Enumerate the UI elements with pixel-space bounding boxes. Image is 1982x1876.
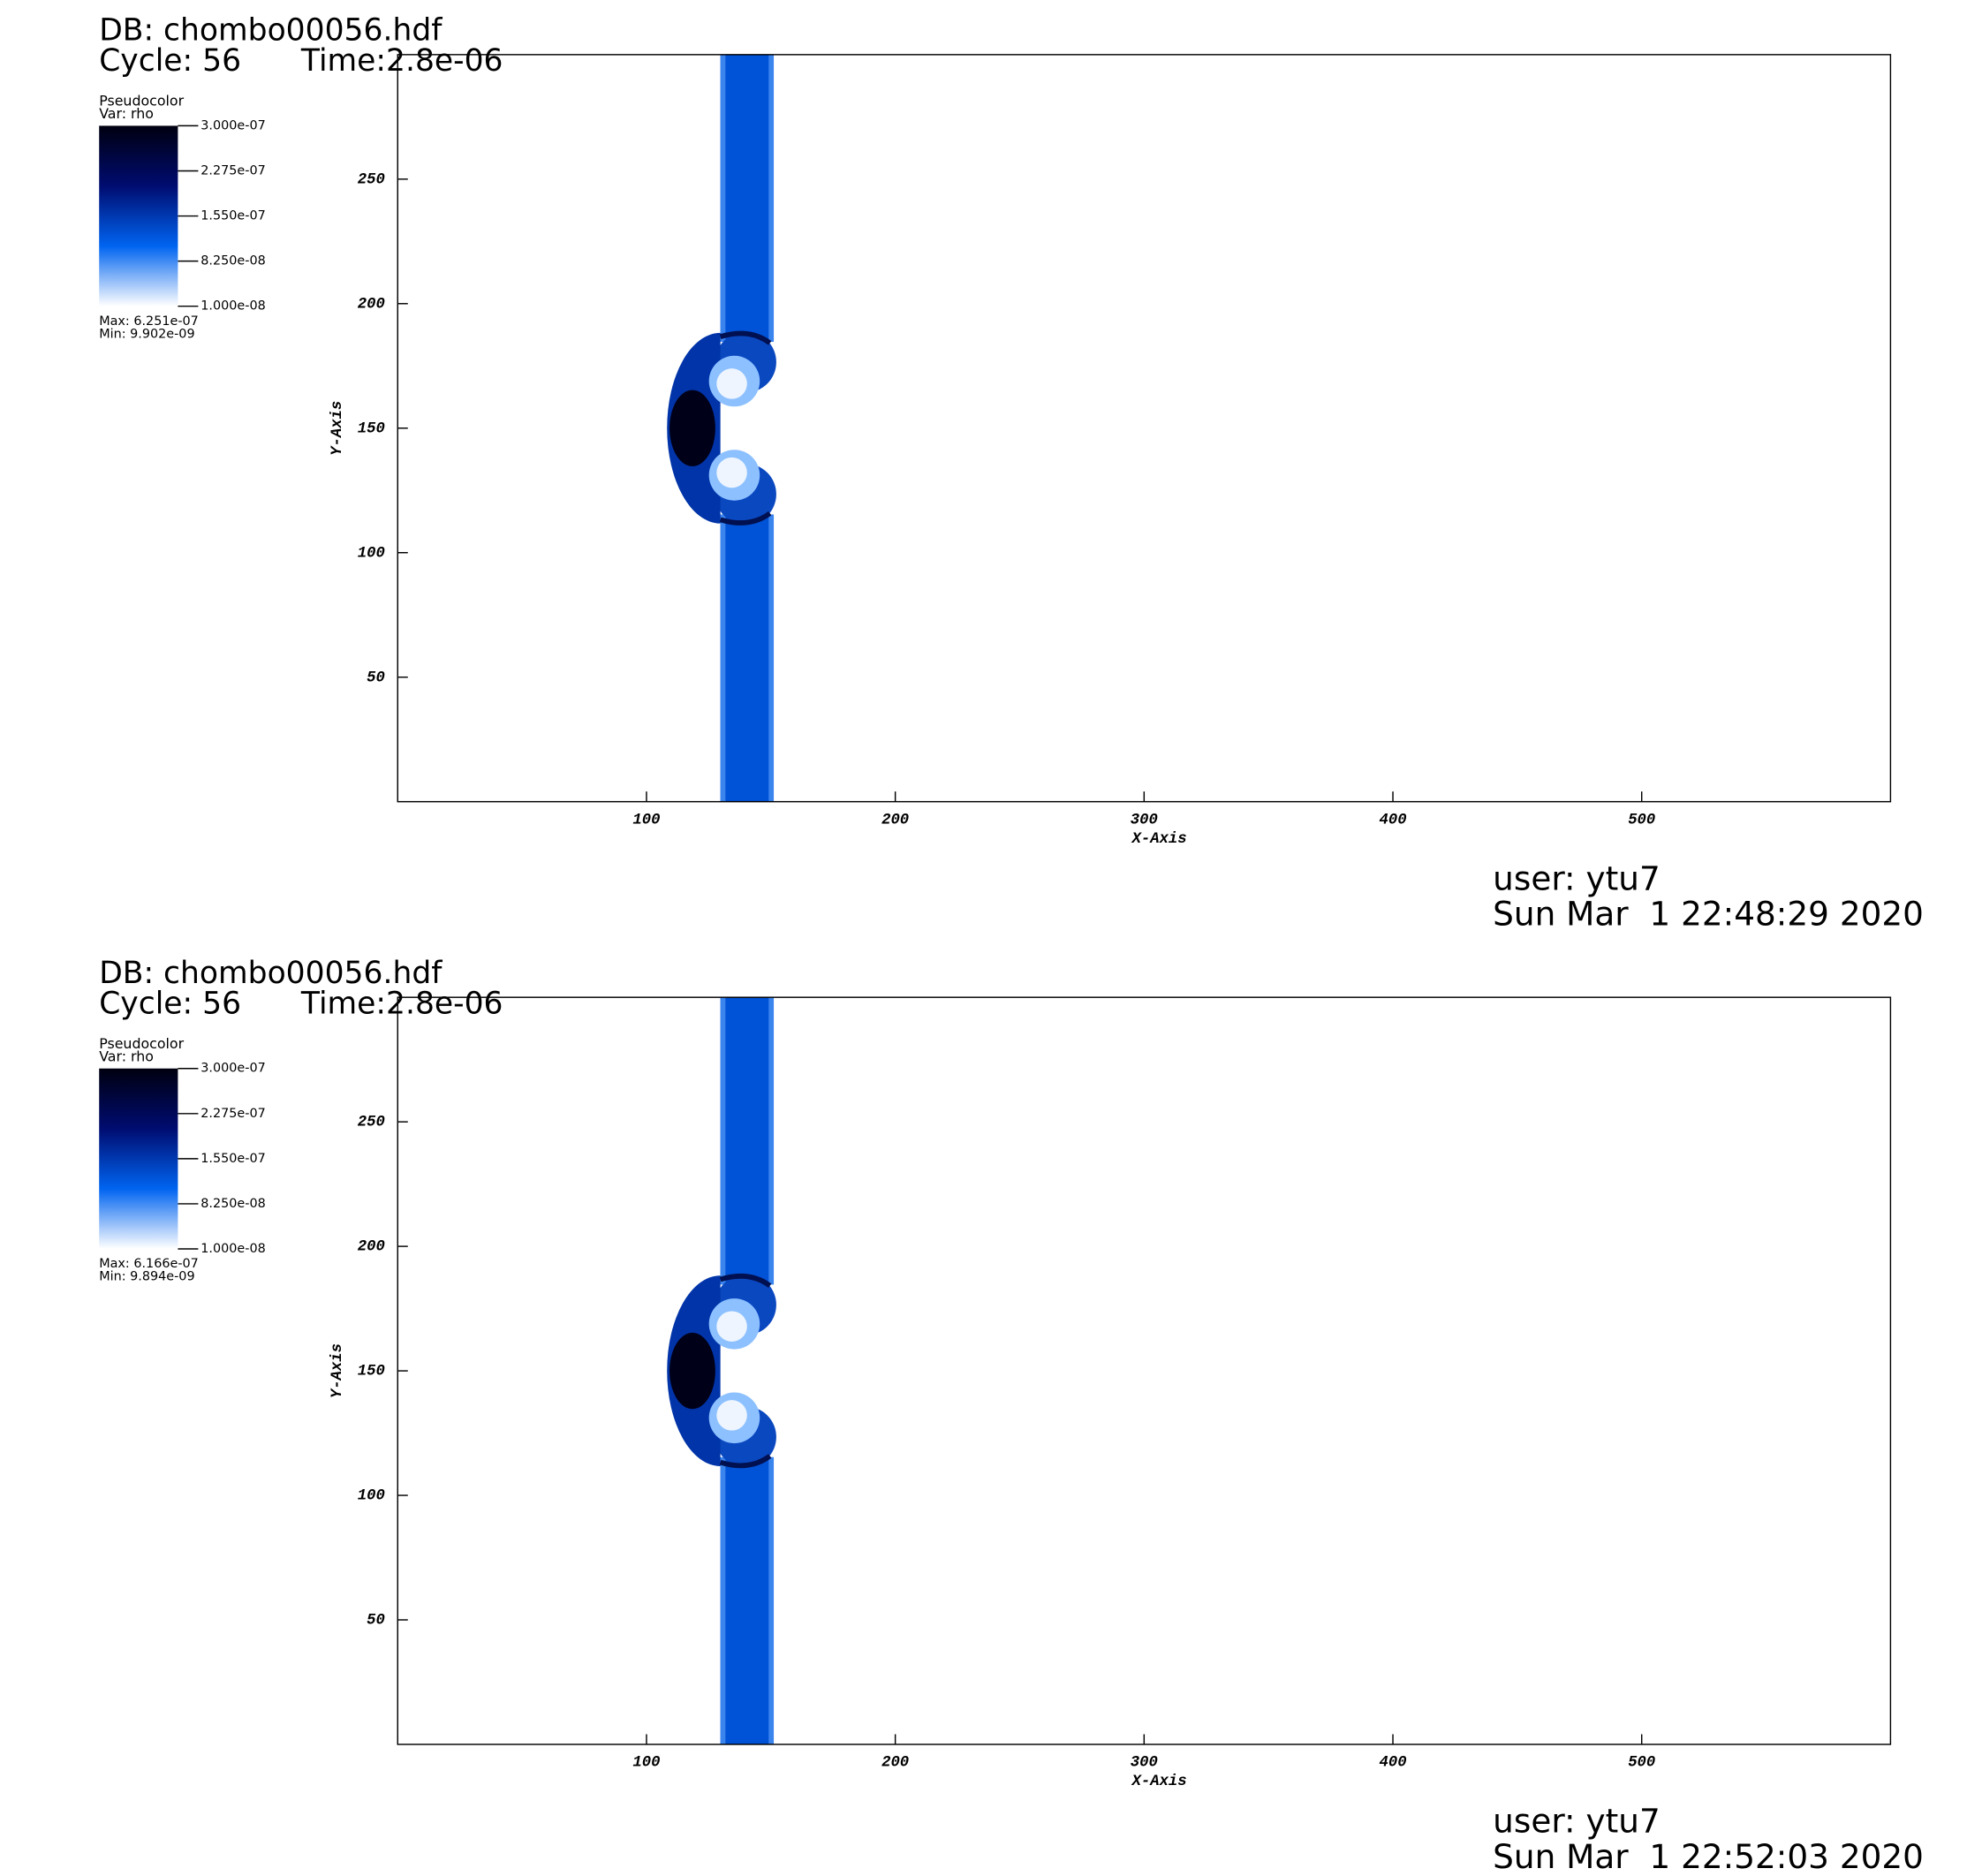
y-axis-label: Y-Axis <box>329 1343 346 1398</box>
plot-frame <box>397 996 1892 1745</box>
colorbar-tick-label: 1.550e-07 <box>200 1152 265 1166</box>
colorbar-tick-label: 8.250e-08 <box>200 1197 265 1211</box>
cycle: Cycle: 56 <box>99 43 241 79</box>
colorbar-tick-label: 2.275e-07 <box>200 163 265 178</box>
y-tick-label: 150 <box>358 420 385 437</box>
colorbar-tick-label: 3.000e-07 <box>200 1062 265 1076</box>
colorbar-tick-label: 1.550e-07 <box>200 209 265 223</box>
y-axis-label: Y-Axis <box>329 401 346 456</box>
min-label: Min: 9.902e-09 <box>99 327 194 341</box>
db-title: DB: chombo00056.hdf <box>99 956 443 991</box>
time: Time:2.8e-06 <box>300 986 503 1021</box>
x-tick-label: 400 <box>1379 1755 1406 1772</box>
density-field <box>667 997 776 1744</box>
max-label: Max: 6.251e-07 <box>99 314 199 329</box>
x-tick-label: 300 <box>1131 812 1158 828</box>
y-tick-label: 250 <box>358 1115 385 1131</box>
x-tick-label: 100 <box>632 812 660 828</box>
date: Sun Mar 1 22:52:03 2020 <box>1493 1837 1924 1876</box>
user: user: ytu7 <box>1493 859 1660 897</box>
colorbar-tick-label: 3.000e-07 <box>200 118 265 132</box>
x-tick-label: 200 <box>881 812 909 828</box>
y-tick-label: 100 <box>358 1488 385 1505</box>
x-tick-label: 200 <box>881 1755 909 1772</box>
colorbar-tick-label: 1.000e-08 <box>200 299 265 314</box>
variable: Var: rho <box>99 1048 154 1064</box>
x-tick-label: 400 <box>1379 812 1406 828</box>
y-tick-label: 50 <box>367 1613 385 1630</box>
y-tick-label: 200 <box>358 296 385 313</box>
variable: Var: rho <box>99 105 154 122</box>
plot-frame <box>397 54 1892 803</box>
plot-name: Pseudocolor <box>99 93 184 110</box>
plot-name: Pseudocolor <box>99 1035 184 1052</box>
y-tick-label: 100 <box>358 545 385 562</box>
max-label: Max: 6.166e-07 <box>99 1257 199 1271</box>
min-label: Min: 9.894e-09 <box>99 1270 194 1284</box>
colorbar-tick-label: 2.275e-07 <box>200 1107 265 1121</box>
user: user: ytu7 <box>1493 1802 1660 1841</box>
colorbar <box>99 125 178 306</box>
colorbar-tick-label: 8.250e-08 <box>200 254 265 269</box>
x-tick-label: 500 <box>1628 812 1655 828</box>
date: Sun Mar 1 22:48:29 2020 <box>1493 895 1924 934</box>
density-field <box>667 55 776 802</box>
x-tick-label: 100 <box>632 1755 660 1772</box>
y-tick-label: 150 <box>358 1364 385 1381</box>
x-tick-label: 500 <box>1628 1755 1655 1772</box>
x-axis-label: X-Axis <box>1131 1774 1187 1790</box>
y-tick-label: 200 <box>358 1239 385 1256</box>
y-tick-label: 250 <box>358 171 385 188</box>
time: Time:2.8e-06 <box>300 43 503 79</box>
y-tick-label: 50 <box>367 669 385 686</box>
x-axis-label: X-Axis <box>1131 831 1187 848</box>
x-tick-label: 300 <box>1131 1755 1158 1772</box>
colorbar-tick-label: 1.000e-08 <box>200 1242 265 1256</box>
cycle: Cycle: 56 <box>99 986 241 1021</box>
colorbar <box>99 1068 178 1249</box>
db-title: DB: chombo00056.hdf <box>99 12 443 48</box>
